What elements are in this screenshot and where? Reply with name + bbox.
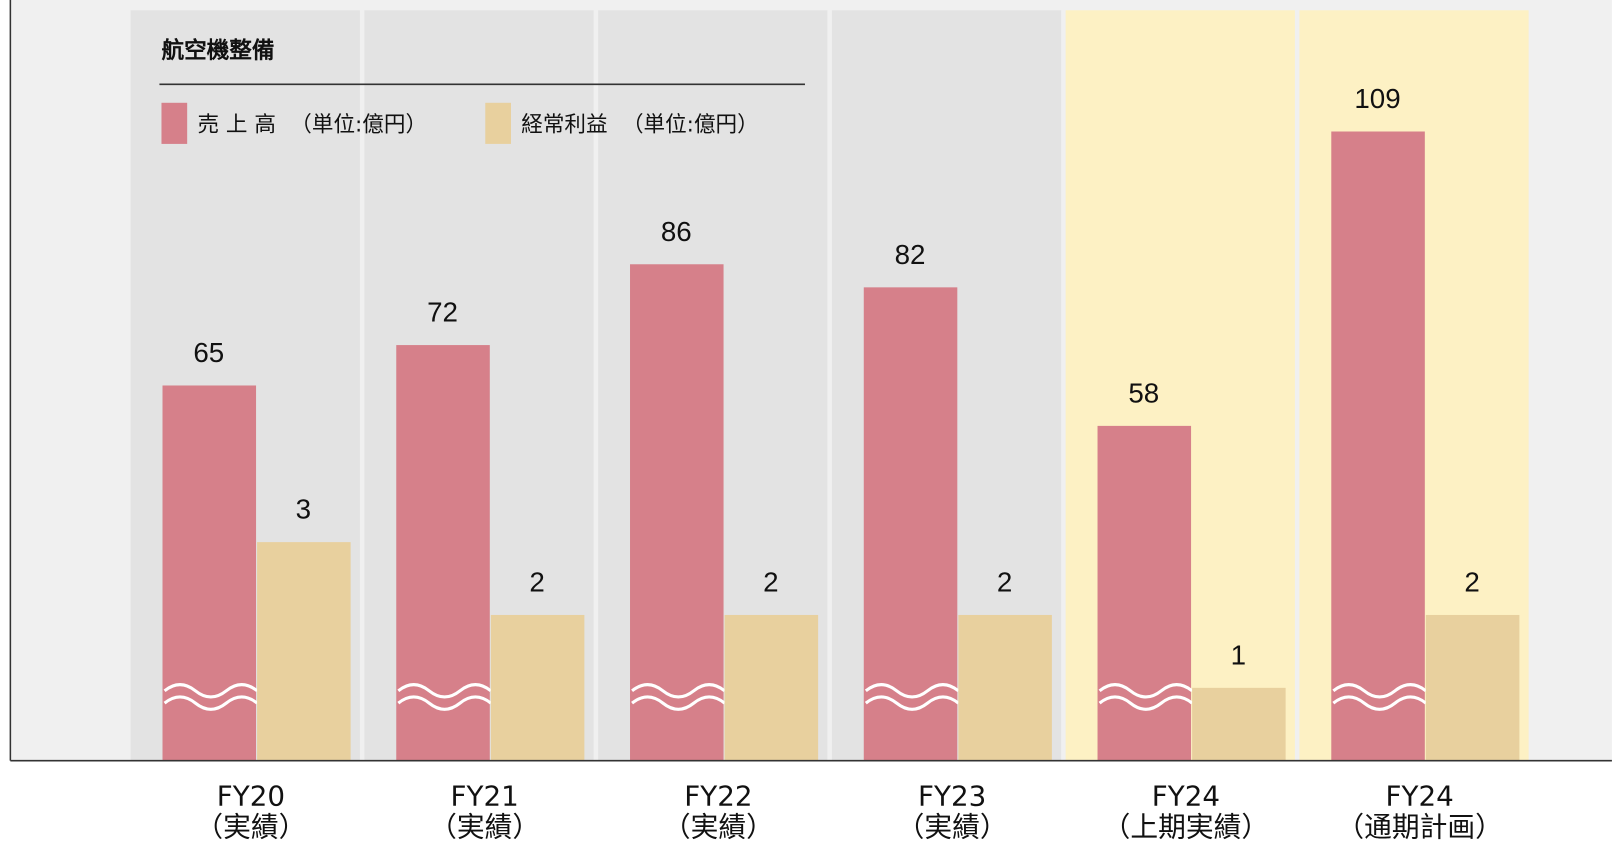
axis-break <box>1332 683 1427 699</box>
bar <box>1097 425 1192 761</box>
legend-name: 売 上 高 <box>197 112 275 137</box>
value-label: 3 <box>296 494 311 525</box>
axis-break <box>163 695 259 711</box>
axis-break <box>397 683 492 699</box>
bar <box>162 385 257 761</box>
legend-name: 経常利益 <box>521 112 607 137</box>
value-label: 1 <box>1231 639 1246 670</box>
x-tick-label: FY20 <box>217 780 285 813</box>
value-label: 65 <box>193 337 224 368</box>
axis-break <box>1332 695 1427 711</box>
axis-break <box>864 683 960 699</box>
bar <box>1192 687 1286 761</box>
bar <box>257 542 351 761</box>
value-label: 2 <box>1464 566 1479 597</box>
x-tick-note: （実績） <box>195 811 306 844</box>
value-label: 2 <box>529 566 544 597</box>
x-tick-note: （上期実績） <box>1103 811 1270 844</box>
axis-break <box>631 683 726 699</box>
x-tick-label: FY24 <box>1152 780 1220 813</box>
legend-swatch <box>485 102 511 144</box>
value-label: 86 <box>661 216 692 247</box>
x-tick-label: FY24 <box>1386 780 1454 813</box>
bar <box>396 345 490 761</box>
axis-break <box>397 695 492 711</box>
value-label: 58 <box>1128 377 1159 408</box>
legend-label: 経常利益 （単位:億円） <box>521 112 758 137</box>
bar <box>724 614 819 761</box>
bar <box>490 614 585 761</box>
value-label: 109 <box>1354 83 1400 114</box>
value-label: 82 <box>895 239 926 270</box>
chart-title: 航空機整備 <box>161 37 274 64</box>
axis-break <box>1098 683 1194 699</box>
axis-break <box>1098 695 1194 711</box>
x-tick-label: FY23 <box>918 780 986 813</box>
bar <box>630 264 724 761</box>
legend-unit: （単位:億円） <box>290 112 427 137</box>
x-tick-note: （実績） <box>663 811 774 844</box>
value-label: 2 <box>997 566 1012 597</box>
bar <box>1425 614 1520 761</box>
bar <box>863 287 958 761</box>
legend-unit: （単位:億円） <box>622 112 759 137</box>
legend-label: 売 上 高 （単位:億円） <box>197 112 427 137</box>
x-tick-label: FY22 <box>684 780 752 813</box>
value-label: 72 <box>427 297 458 328</box>
axis-break <box>163 683 259 699</box>
value-label: 2 <box>763 566 778 597</box>
x-tick-note: （実績） <box>429 811 540 844</box>
axis-break <box>864 695 960 711</box>
x-tick-note: （実績） <box>897 811 1008 844</box>
bar <box>1331 131 1425 761</box>
bar <box>958 614 1052 761</box>
x-tick-note: （通期計画） <box>1336 811 1503 844</box>
legend-swatch <box>161 102 188 144</box>
x-tick-label: FY21 <box>451 780 519 813</box>
axis-break <box>631 695 726 711</box>
